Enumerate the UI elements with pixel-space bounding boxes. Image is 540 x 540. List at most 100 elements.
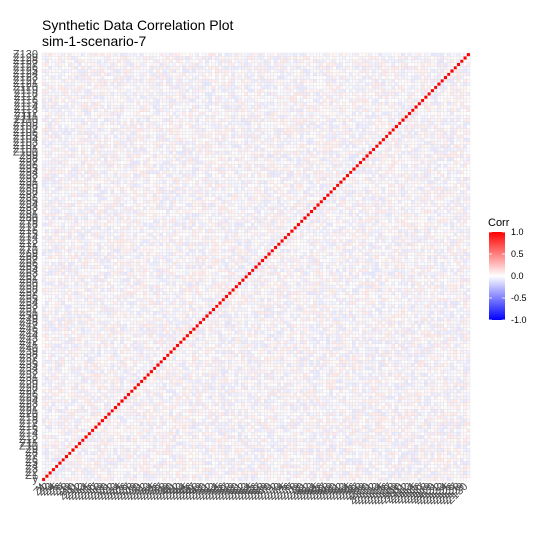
heatmap-tile: [107, 444, 111, 449]
heatmap-tile: [450, 399, 454, 403]
heatmap-tile: [290, 451, 294, 456]
heatmap-tile: [335, 392, 340, 397]
heatmap-tile: [378, 451, 382, 456]
heatmap-tile: [384, 382, 389, 387]
heatmap-tile: [77, 428, 82, 433]
heatmap-tile: [326, 464, 330, 469]
heatmap-tile: [254, 373, 258, 377]
heatmap-tile: [404, 438, 409, 442]
heatmap-tile: [319, 454, 324, 459]
heatmap-tile: [456, 395, 461, 400]
heatmap-tile: [309, 448, 314, 452]
heatmap-tile: [283, 425, 288, 429]
heatmap-tile: [401, 471, 405, 475]
heatmap-tile: [113, 382, 118, 387]
heatmap-tile: [54, 379, 59, 384]
heatmap-tile: [443, 359, 448, 364]
heatmap-tile: [306, 454, 311, 459]
heatmap-tile: [414, 418, 418, 423]
heatmap-tile: [352, 425, 356, 429]
heatmap-tile: [437, 366, 441, 371]
heatmap-tile: [460, 363, 464, 367]
heatmap-tile: [179, 392, 183, 397]
heatmap-tile: [378, 389, 382, 393]
heatmap-tile: [447, 458, 451, 462]
heatmap-tile: [440, 438, 445, 442]
heatmap-tile: [427, 464, 431, 469]
heatmap-tile: [404, 412, 409, 416]
heatmap-tile: [443, 471, 448, 475]
heatmap-tile: [211, 438, 216, 442]
heatmap-tile: [241, 356, 245, 361]
heatmap-tile: [247, 412, 252, 416]
heatmap-tile: [270, 386, 275, 390]
heatmap-tile: [417, 441, 422, 446]
heatmap-tile: [103, 448, 108, 452]
heatmap-tile: [166, 428, 170, 433]
heatmap-tile: [430, 402, 435, 407]
heatmap-tile: [339, 418, 343, 423]
heatmap-tile: [443, 408, 448, 413]
heatmap-tile: [303, 418, 307, 423]
heatmap-tile: [257, 389, 262, 393]
heatmap-tile: [368, 474, 373, 478]
heatmap-tile: [447, 422, 451, 426]
heatmap-tile: [208, 454, 213, 459]
heatmap-tile: [283, 363, 288, 367]
heatmap-tile: [411, 444, 415, 449]
heatmap-tile: [100, 369, 105, 374]
heatmap-tile: [277, 471, 281, 475]
heatmap-tile: [143, 379, 147, 384]
heatmap-tile: [427, 373, 431, 377]
heatmap-tile: [322, 444, 327, 449]
heatmap-tile: [433, 422, 438, 426]
heatmap-tile: [136, 438, 141, 442]
heatmap-tile: [371, 405, 376, 410]
heatmap-tile: [175, 408, 180, 413]
heatmap-tile: [241, 438, 245, 442]
heatmap-tile: [430, 412, 435, 416]
heatmap-tile: [417, 379, 422, 384]
heatmap-tile: [420, 366, 425, 371]
heatmap-tile: [362, 405, 366, 410]
heatmap-tile: [355, 451, 360, 456]
heatmap-tile: [293, 399, 298, 403]
heatmap-tile: [185, 461, 190, 465]
heatmap-tile: [254, 399, 258, 403]
heatmap-tile: [149, 441, 154, 446]
heatmap-tile: [123, 399, 128, 403]
heatmap-tile: [224, 395, 229, 400]
heatmap-tile: [58, 464, 62, 469]
heatmap-tile: [306, 438, 311, 442]
heatmap-tile: [339, 431, 343, 436]
heatmap-tile: [218, 451, 222, 456]
heatmap-tile: [117, 359, 121, 364]
heatmap-tile: [326, 431, 330, 436]
heatmap-tile: [87, 405, 92, 410]
heatmap-tile: [162, 359, 167, 364]
heatmap-tile: [365, 461, 369, 465]
heatmap-tile: [296, 454, 301, 459]
heatmap-tile: [447, 435, 451, 439]
heatmap-tile: [460, 412, 464, 416]
heatmap-tile: [447, 395, 451, 400]
heatmap-tile: [316, 415, 320, 420]
heatmap-tile: [463, 395, 467, 400]
heatmap-tile: [228, 464, 232, 469]
heatmap-tile: [309, 438, 314, 442]
heatmap-tile: [51, 418, 56, 423]
heatmap-tile: [450, 402, 454, 407]
heatmap-tile: [97, 461, 101, 465]
heatmap-tile: [427, 415, 431, 420]
heatmap-tile: [443, 444, 448, 449]
heatmap-tile: [355, 415, 360, 420]
heatmap-tile: [113, 451, 118, 456]
heatmap-tile: [192, 435, 196, 439]
heatmap-tile: [352, 438, 356, 442]
heatmap-tile: [117, 373, 121, 377]
heatmap-tile: [152, 461, 157, 465]
heatmap-tile: [110, 435, 115, 439]
heatmap-tile: [159, 428, 164, 433]
heatmap-tile: [290, 363, 294, 367]
heatmap-tile: [103, 464, 108, 469]
